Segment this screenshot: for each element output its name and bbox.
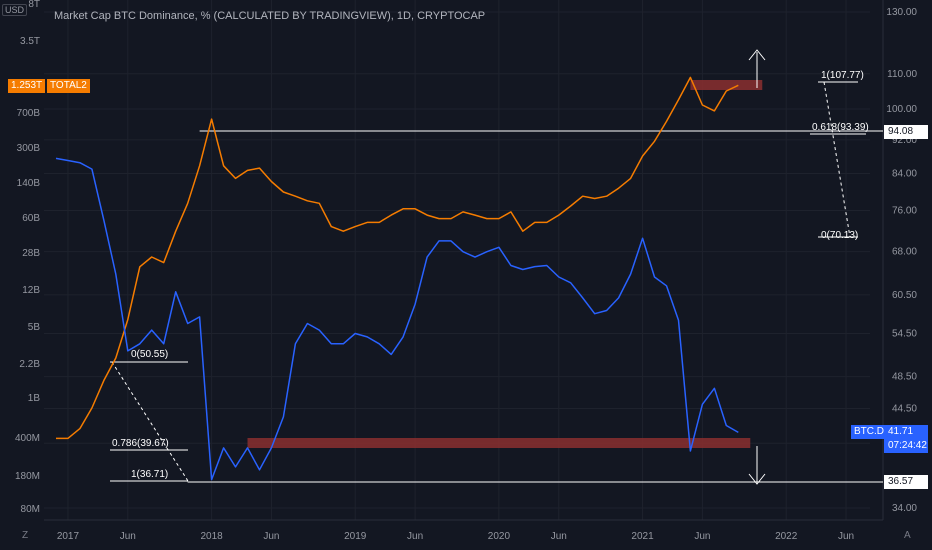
- time-axis-tick: Jun: [263, 531, 279, 542]
- fib-upper-label: 1(107.77): [821, 70, 864, 81]
- right-axis-tick: 54.50: [892, 329, 917, 340]
- time-axis: 2017 Jun 2018 Jun 2019 Jun 2020 Jun 2021 Jun 2022 J…: [57, 531, 854, 542]
- btc-d-series-label: BTC.D: [851, 425, 884, 439]
- series-lines: [55, 76, 739, 481]
- right-axis-tick: 130.00: [886, 7, 917, 18]
- series-btc-d-line: [55, 157, 739, 481]
- left-axis-tick: 400M: [15, 433, 40, 444]
- left-axis-tick: 180M: [15, 471, 40, 482]
- right-axis-tick: 68.00: [892, 247, 917, 258]
- time-axis-tick: 2021: [631, 531, 654, 542]
- left-axis-tick: 3.5T: [20, 36, 40, 47]
- up-arrow-head: [748, 49, 766, 61]
- time-axis-tick: 2022: [775, 531, 798, 542]
- right-axis-tick: 76.00: [892, 206, 917, 217]
- fib-upper-label: 0(70.13): [821, 230, 858, 241]
- total2-series-label: TOTAL2: [47, 79, 90, 93]
- right-axis-tick: 60.50: [892, 290, 917, 301]
- left-axis-tick: 12B: [22, 285, 40, 296]
- level-upper-label: 94.08: [884, 125, 928, 139]
- time-axis-tick: 2018: [200, 531, 223, 542]
- fib-lower-label: 1(36.71): [131, 469, 168, 480]
- currency-label[interactable]: USD: [2, 4, 28, 16]
- gridlines: [44, 0, 884, 521]
- left-axis-tick: 2.2B: [19, 359, 40, 370]
- fib-upper-label: 0.618(93.39): [812, 122, 869, 133]
- right-axis-tick: 44.50: [892, 403, 917, 414]
- right-axis-tick: 48.50: [892, 372, 917, 383]
- time-axis-tick: Jun: [120, 531, 136, 542]
- fibonacci-tools: 0(50.55) 0.786(39.67) 1(36.71) 1(107.77) 0.6…: [110, 70, 869, 482]
- right-axis-tick: 84.00: [892, 169, 917, 180]
- right-axis-tick: 34.00: [892, 503, 917, 514]
- btc-d-countdown: 07:24:42: [888, 440, 927, 451]
- time-axis-tick: 2020: [488, 531, 511, 542]
- left-axis-tick: 80M: [21, 504, 40, 515]
- left-axis: 8T 3.5T 700B 300B 140B 60B 28B 12B 5B 2.2B 1B 400M 1…: [15, 0, 40, 515]
- level-lower-label: 36.57: [884, 475, 928, 489]
- right-axis-tick: 110.00: [887, 69, 917, 80]
- down-arrow-head: [748, 473, 766, 485]
- left-axis-tick: 700B: [17, 108, 41, 119]
- left-axis-tick: 1B: [28, 393, 41, 404]
- left-axis-tick: 28B: [22, 248, 40, 259]
- projection-arrows: [748, 49, 766, 485]
- right-axis-tick: 100.00: [886, 104, 917, 115]
- left-axis-tick: 8T: [28, 0, 40, 10]
- series-total2-line: [56, 76, 739, 440]
- time-axis-tick: 2017: [57, 531, 80, 542]
- right-axis-tick: 92.00: [892, 135, 917, 146]
- btc-d-value-box: 41.71 07:24:42: [884, 425, 928, 453]
- chart-title: Market Cap BTC Dominance, % (CALCULATED …: [54, 10, 486, 22]
- fib-upper-trend: [823, 81, 851, 238]
- left-axis-tick: 300B: [17, 143, 41, 154]
- left-axis-tick: 60B: [22, 213, 40, 224]
- time-axis-tick: Jun: [694, 531, 710, 542]
- time-axis-tick: Jun: [407, 531, 423, 542]
- time-axis-tick: Jun: [551, 531, 567, 542]
- fib-lower-label: 0(50.55): [131, 349, 168, 360]
- left-axis-tick: 5B: [28, 322, 41, 333]
- lower-support-zone: [247, 438, 751, 448]
- fib-lower-label: 0.786(39.67): [112, 438, 169, 449]
- horizontal-levels: [187, 130, 883, 483]
- auto-scale-toggle[interactable]: A: [904, 530, 911, 541]
- support-zones: [247, 80, 763, 448]
- time-axis-tick: 2019: [344, 531, 367, 542]
- left-axis-tick: 140B: [17, 178, 41, 189]
- time-axis-tick: Jun: [838, 531, 854, 542]
- upper-resistance-zone: [690, 80, 763, 90]
- fib-lower-trend: [111, 361, 189, 482]
- btc-d-value: 41.71: [888, 426, 914, 437]
- total2-price-label: 1.253T: [8, 79, 46, 93]
- zoom-toggle[interactable]: Z: [22, 530, 29, 541]
